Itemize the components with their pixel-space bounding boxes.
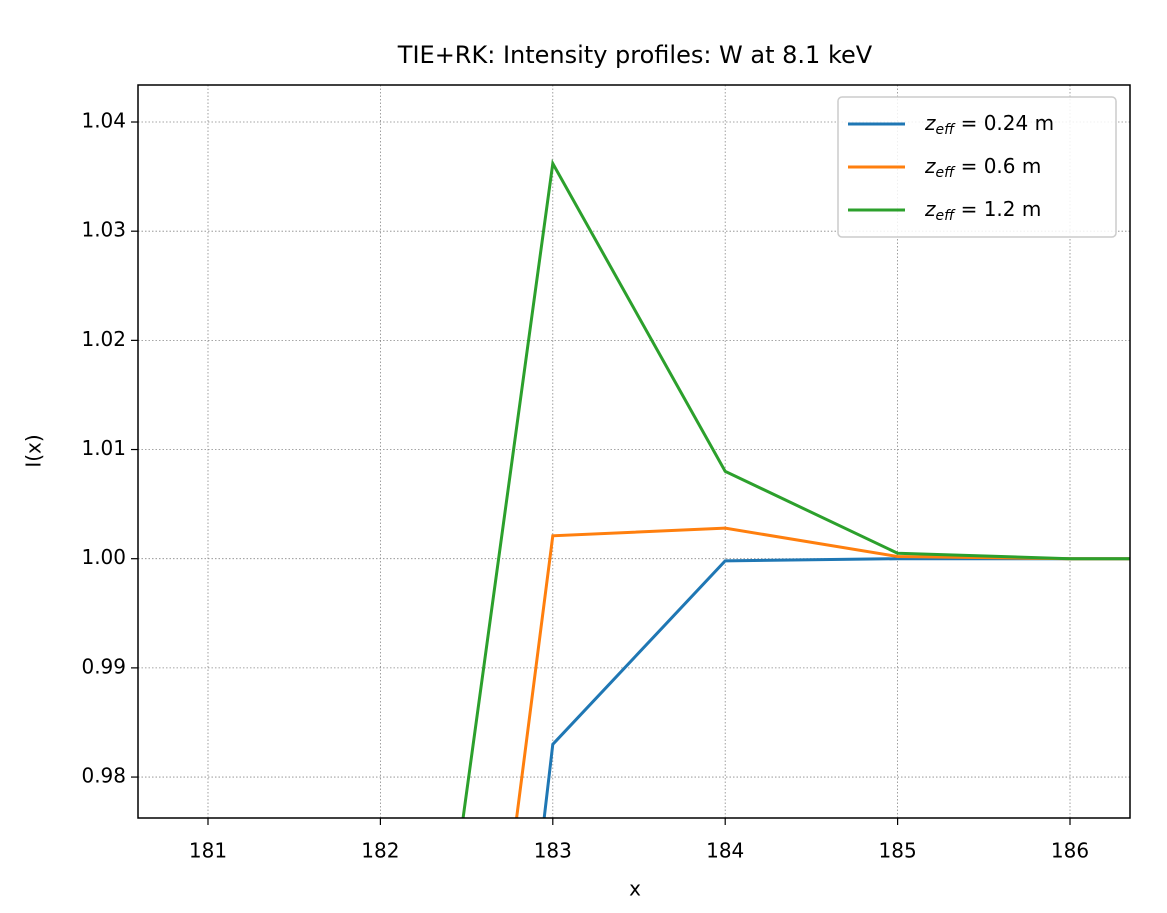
y-tick-label: 0.98 xyxy=(81,764,126,788)
data-line xyxy=(461,158,1130,818)
y-axis-label: I(x) xyxy=(22,434,46,467)
y-tick-label: 1.04 xyxy=(81,109,126,133)
x-tick-label: 183 xyxy=(534,839,572,863)
legend-box xyxy=(837,96,1117,238)
y-tick-label: 1.00 xyxy=(81,545,126,569)
y-tick-label: 1.02 xyxy=(81,327,126,351)
x-tick-label: 184 xyxy=(706,839,744,863)
legend-label: zeff = 0.6 m xyxy=(924,154,1041,182)
plot-lines xyxy=(461,158,1130,818)
x-axis-label: x xyxy=(629,877,641,901)
x-tick-label: 182 xyxy=(361,839,399,863)
chart-title: TIE+RK: Intensity profiles: W at 8.1 keV xyxy=(397,41,873,69)
legend-label: zeff = 1.2 m xyxy=(924,197,1041,225)
legend-label: zeff = 0.24 m xyxy=(924,111,1054,139)
y-tick-label: 0.99 xyxy=(81,654,126,678)
x-tick-label: 185 xyxy=(879,839,917,863)
y-tick-label: 1.01 xyxy=(81,436,126,460)
x-tick-label: 181 xyxy=(189,839,227,863)
data-line xyxy=(542,557,1130,818)
y-tick-label: 1.03 xyxy=(81,218,126,242)
x-tick-label: 186 xyxy=(1051,839,1089,863)
data-line xyxy=(515,526,1130,818)
plot-frame xyxy=(137,84,1131,819)
